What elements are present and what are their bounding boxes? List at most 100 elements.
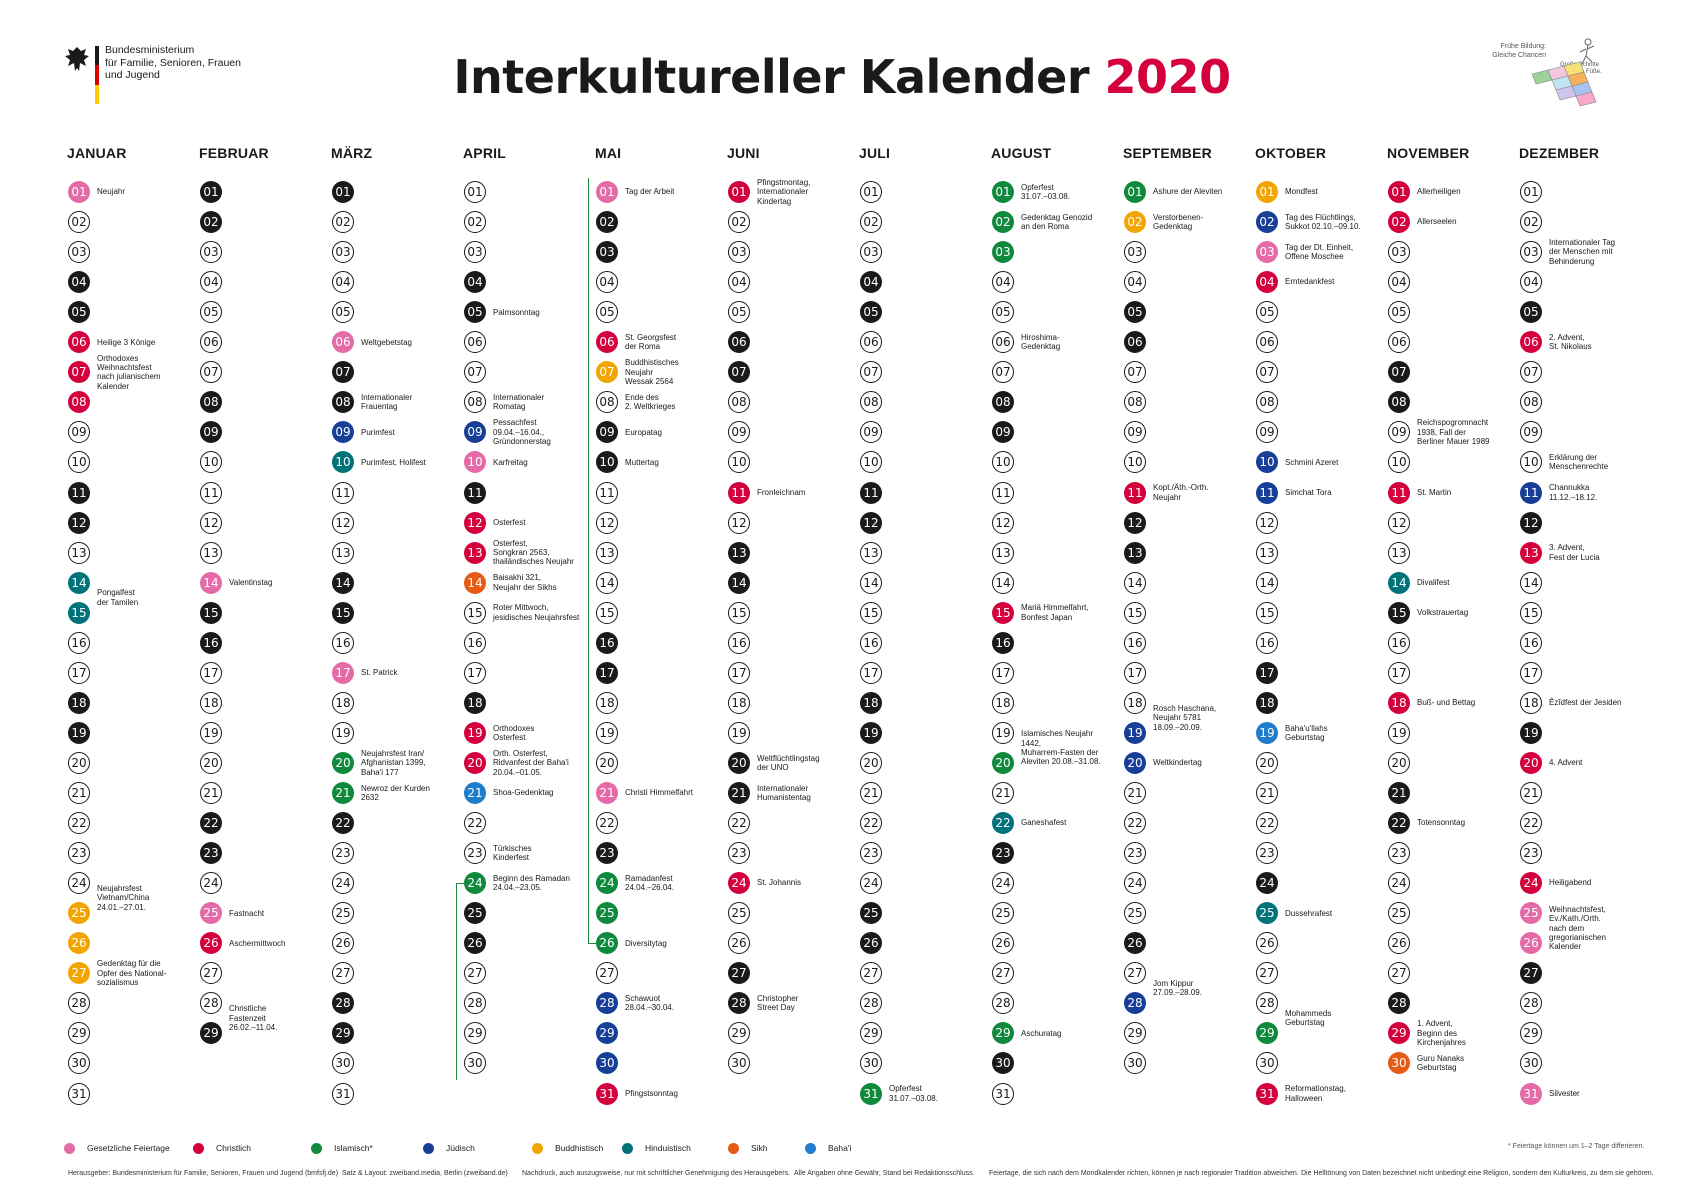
holiday-note: Islamisches Neujahr 1442, Muharrem-Faste…: [1021, 729, 1101, 767]
holiday-note: Tag des Flüchtlings, Sukkot 02.10.–09.10…: [1285, 212, 1361, 232]
day-circle: 05: [860, 301, 882, 324]
day-circle: 28: [728, 992, 750, 1015]
day-circle: 11: [1256, 481, 1278, 504]
day-circle: 25: [332, 902, 354, 925]
holiday-note: 1. Advent, Beginn des Kirchenjahres: [1417, 1019, 1466, 1048]
day-circle: 03: [68, 241, 90, 264]
day-circle: 21: [464, 782, 486, 804]
day-circle: 24: [1124, 872, 1146, 895]
day-circle: 21: [728, 782, 750, 804]
holiday-note: Christliche Fastenzeit 26.02.–11.04.: [229, 1004, 278, 1033]
legend-label: Buddhistisch: [555, 1143, 604, 1153]
day-circle: 08: [860, 391, 882, 414]
day-circle: 18: [992, 691, 1014, 714]
day-circle: 23: [728, 842, 750, 865]
holiday-note: Neujahr: [97, 187, 126, 197]
day-circle: 18: [1256, 691, 1278, 714]
day-circle: 28: [332, 992, 354, 1015]
day-circle: 06: [1256, 331, 1278, 354]
day-circle: 05: [728, 301, 750, 324]
day-circle: 04: [464, 271, 486, 294]
day-circle: 09: [1124, 421, 1146, 444]
day-circle: 20: [464, 751, 486, 774]
day-circle: 21: [200, 782, 222, 804]
holiday-note: Erntedankfest: [1285, 277, 1335, 287]
holiday-note: Weltkindertag: [1153, 758, 1202, 768]
day-circle: 21: [68, 782, 90, 804]
legend-item: Sikh: [728, 1143, 768, 1155]
holiday-note: Osterfest: [493, 517, 526, 527]
holiday-note: Simchat Tora: [1285, 487, 1332, 497]
day-circle: 08: [596, 391, 618, 414]
day-circle: 27: [332, 962, 354, 985]
day-circle: 12: [1124, 511, 1146, 534]
day-circle: 31: [992, 1082, 1014, 1105]
day-circle: 20: [1520, 751, 1542, 774]
day-circle: 01: [332, 181, 354, 203]
day-circle: 14: [1256, 571, 1278, 594]
day-circle: 19: [860, 721, 882, 744]
day-circle: 24: [200, 872, 222, 895]
holiday-note: Christi Himmelfahrt: [625, 788, 694, 798]
legend-item: Christlich: [193, 1143, 251, 1155]
day-circle: 07: [1388, 361, 1410, 384]
day-circle: 18: [68, 691, 90, 714]
day-circle: 19: [200, 721, 222, 744]
holiday-note: Ashure der Aleviten: [1153, 187, 1223, 197]
legend-label: Baha'i: [828, 1143, 852, 1153]
holiday-note: Hiroshima- Gedenktag: [1021, 332, 1061, 352]
holiday-note: Allerseelen: [1417, 217, 1457, 227]
holiday-note: Heiligabend: [1549, 878, 1592, 888]
day-circle: 17: [596, 661, 618, 684]
day-circle: 20: [992, 751, 1014, 774]
day-circle: 06: [596, 331, 618, 354]
holiday-note: Orthodoxes Osterfest: [493, 723, 535, 742]
day-circle: 09: [68, 421, 90, 444]
day-circle: 17: [992, 661, 1014, 684]
day-circle: 12: [332, 511, 354, 534]
day-circle: 17: [1124, 661, 1146, 684]
day-circle: 26: [860, 932, 882, 955]
day-circle: 24: [1256, 872, 1278, 895]
day-circle: 11: [332, 481, 354, 504]
day-circle: 31: [596, 1082, 618, 1105]
day-circle: 28: [1256, 992, 1278, 1015]
day-circle: 06: [68, 331, 90, 354]
day-circle: 01: [860, 181, 882, 203]
day-circle: 29: [200, 1022, 222, 1045]
day-circle: 17: [200, 661, 222, 684]
day-circle: 27: [728, 962, 750, 985]
legend-dot-icon: [193, 1143, 204, 1155]
holiday-note: Newroz der Kurden 2632: [361, 783, 430, 802]
holiday-note: Totensonntag: [1417, 818, 1466, 828]
day-circle: 15: [1256, 601, 1278, 624]
day-circle: 01: [200, 181, 222, 203]
legend-dot-icon: [805, 1143, 816, 1155]
month-name: OKTOBER: [1255, 145, 1327, 161]
day-circle: 11: [860, 481, 882, 504]
holiday-note: Volkstrauertag: [1417, 608, 1469, 617]
day-circle: 09: [464, 421, 486, 444]
day-circle: 05: [1256, 301, 1278, 324]
day-circle: 20: [596, 751, 618, 774]
day-circle: 01: [992, 181, 1014, 203]
footer-text: Herausgeber: Bundesministerium für Famil…: [68, 1170, 339, 1177]
day-circle: 15: [1124, 601, 1146, 624]
holiday-note: Opferfest 31.07.–03.08.: [1021, 182, 1070, 201]
day-circle: 16: [728, 631, 750, 654]
day-circle: 03: [992, 241, 1014, 264]
day-circle: 01: [68, 181, 90, 203]
legend-label: Jüdisch: [446, 1143, 475, 1153]
day-circle: 05: [332, 301, 354, 324]
holiday-note: Baisakhi 321, Neujahr der Sikhs: [493, 573, 557, 592]
day-circle: 21: [1520, 782, 1542, 804]
day-circle: 02: [596, 211, 618, 234]
holiday-note: Pfingstsonntag: [625, 1088, 678, 1098]
page-title: Interkultureller Kalender 2020: [0, 50, 1684, 104]
day-circle: 07: [68, 361, 90, 384]
day-circle: 15: [68, 601, 90, 624]
day-circle: 22: [332, 812, 354, 835]
day-circle: 01: [728, 181, 750, 203]
day-circle: 12: [200, 511, 222, 534]
footer-text: Satz & Layout: zweiband.media, Berlin (z…: [342, 1170, 508, 1177]
